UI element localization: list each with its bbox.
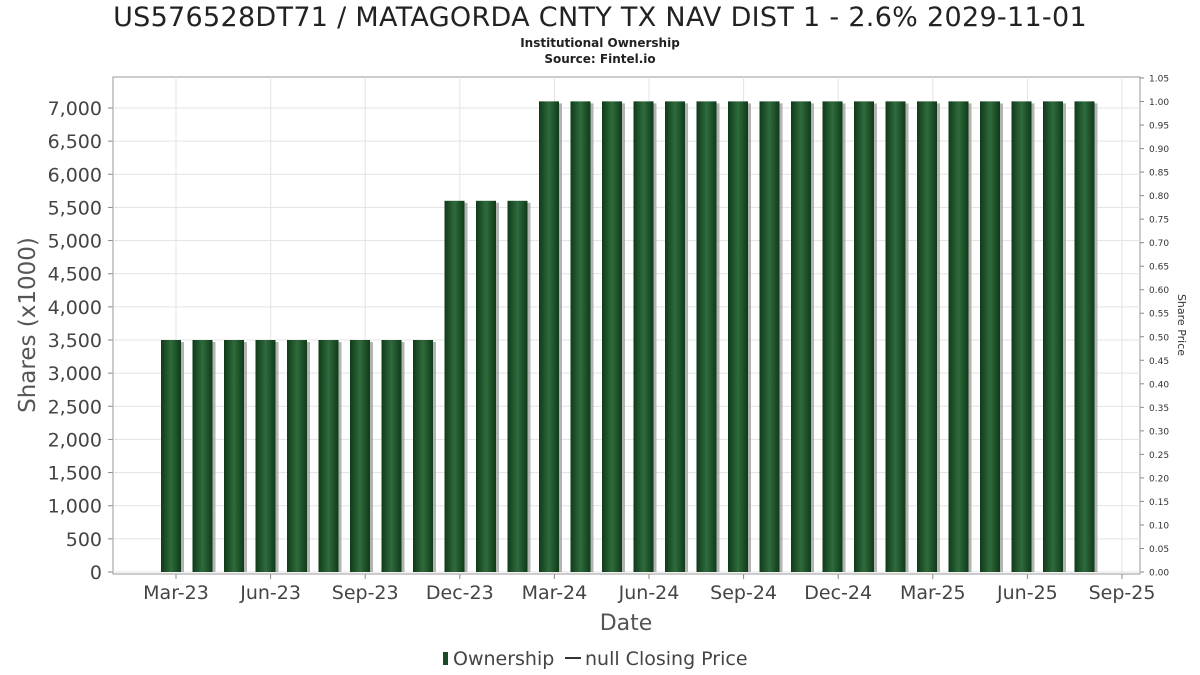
y-tick-label: 500 [66, 529, 102, 551]
y2-tick-label: 0.55 [1149, 310, 1169, 320]
y2-tick-label: 0.10 [1149, 521, 1169, 531]
y2-tick-label: 1.00 [1149, 98, 1169, 108]
y-tick-label: 6,500 [48, 131, 102, 153]
x-tick-label: Sep-23 [332, 582, 399, 604]
bar [696, 101, 717, 572]
bar [1074, 101, 1095, 572]
bar [350, 340, 370, 572]
y2-tick-label: 0.65 [1149, 263, 1169, 273]
bar [854, 101, 874, 572]
legend-price-label: null Closing Price [585, 648, 748, 670]
bar [255, 340, 276, 572]
x-tick-label: Sep-25 [1089, 582, 1156, 604]
bar [287, 340, 307, 572]
legend-ownership-label: Ownership [453, 648, 554, 670]
y2-tick-label: 0.60 [1149, 286, 1169, 296]
x-tick-label: Dec-24 [804, 582, 872, 604]
bar [885, 101, 906, 572]
y2-tick-label: 0.15 [1149, 498, 1169, 508]
y-tick-label: 1,500 [48, 463, 102, 485]
y-tick-label: 4,500 [48, 264, 102, 286]
legend-ownership-swatch [443, 652, 448, 665]
x-tick-label: Dec-23 [426, 582, 494, 604]
x-axis-label: Date [600, 611, 653, 636]
bar [665, 101, 685, 572]
y-axis-left: 0 500 1,000 1,500 2,000 2,500 3,000 3,500 4,000 4… [48, 98, 113, 584]
bar [1043, 101, 1063, 572]
y-tick-label: 2,000 [48, 429, 102, 451]
bar-series-ownership [161, 101, 1098, 573]
bar [318, 340, 339, 572]
y-tick-label: 3,500 [48, 330, 102, 352]
y2-tick-label: 1.05 [1149, 75, 1169, 85]
chart-title: US576528DT71 / MATAGORDA CNTY TX NAV DIS… [113, 2, 1087, 33]
bar [633, 101, 654, 572]
y2-tick-label: 0.90 [1149, 145, 1169, 155]
y2-axis-label: Share Price [1175, 294, 1188, 356]
legend: Ownership null Closing Price [443, 648, 748, 670]
x-tick-label: Jun-25 [996, 582, 1058, 604]
bar [791, 101, 811, 572]
bar [948, 101, 969, 572]
y-tick-label: 5,500 [48, 197, 102, 219]
y-axis-right: 0.00 0.05 0.10 0.15 0.20 0.25 0.30 0.35 0.40 0.45… [1140, 75, 1169, 579]
bar [413, 340, 433, 572]
x-tick-label: Jun-24 [618, 582, 680, 604]
y2-tick-label: 0.80 [1149, 192, 1169, 202]
subtitle-source: Source: Fintel.io [544, 52, 656, 66]
x-tick-label: Mar-25 [900, 582, 966, 604]
x-tick-label: Mar-23 [143, 582, 209, 604]
x-axis: Mar-23 Jun-23 Sep-23 Dec-23 Mar-24 Jun-24 Sep-… [143, 574, 1155, 604]
y2-tick-label: 0.50 [1149, 333, 1169, 343]
bar [161, 340, 181, 572]
y-tick-label: 6,000 [48, 164, 102, 186]
bar [980, 101, 1000, 572]
bar [822, 101, 843, 572]
y2-tick-label: 0.45 [1149, 357, 1169, 367]
bar [476, 200, 496, 573]
y-tick-label: 3,000 [48, 363, 102, 385]
y-tick-label: 7,000 [48, 98, 102, 120]
y2-tick-label: 0.00 [1149, 569, 1169, 579]
y2-tick-label: 0.25 [1149, 451, 1169, 461]
y2-tick-label: 0.75 [1149, 216, 1169, 226]
bar [192, 340, 213, 572]
x-tick-label: Jun-23 [239, 582, 301, 604]
subtitle-ownership: Institutional Ownership [520, 36, 680, 50]
bar [759, 101, 780, 572]
y2-tick-label: 0.35 [1149, 404, 1169, 414]
bar [539, 101, 559, 572]
y-axis-label: Shares (x1000) [15, 237, 41, 413]
bar [728, 101, 748, 572]
x-tick-label: Sep-24 [710, 582, 777, 604]
bar [570, 101, 591, 572]
bar [507, 200, 528, 573]
y-tick-label: 5,000 [48, 231, 102, 253]
y2-tick-label: 0.40 [1149, 380, 1169, 390]
bar [602, 101, 622, 572]
y-tick-label: 1,000 [48, 496, 102, 518]
bar [381, 340, 402, 572]
y2-tick-label: 0.30 [1149, 427, 1169, 437]
y-tick-label: 2,500 [48, 396, 102, 418]
bar [224, 340, 244, 572]
y2-tick-label: 0.20 [1149, 474, 1169, 484]
chart-subtitle: Institutional Ownership Source: Fintel.i… [0, 35, 1200, 67]
y2-tick-label: 0.85 [1149, 169, 1169, 179]
y-tick-label: 4,000 [48, 297, 102, 319]
x-tick-label: Mar-24 [522, 582, 588, 604]
y2-tick-label: 0.95 [1149, 122, 1169, 132]
bar [917, 101, 937, 572]
y2-tick-label: 0.70 [1149, 239, 1169, 249]
y-tick-label: 0 [90, 562, 102, 584]
bar [1011, 101, 1032, 572]
bar [444, 200, 465, 573]
y2-tick-label: 0.05 [1149, 545, 1169, 555]
